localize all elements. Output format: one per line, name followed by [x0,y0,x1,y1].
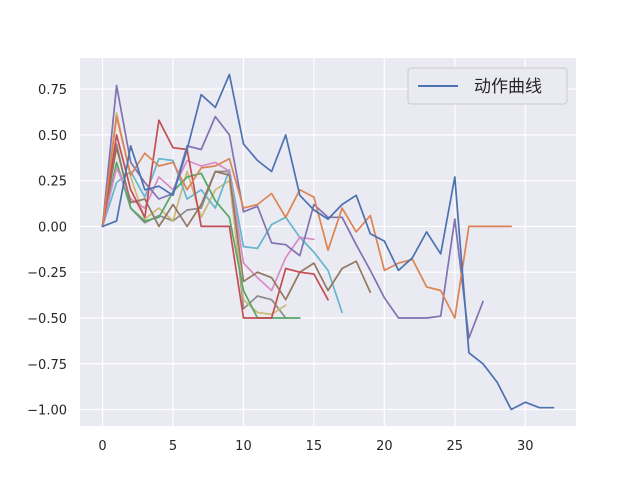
plot-background [80,58,576,426]
y-tick-label: −1.00 [27,404,67,419]
y-tick-label: 0.75 [38,83,67,98]
y-tick-label: −0.75 [27,358,67,373]
y-tick-label: 0.50 [38,129,67,144]
legend: 动作曲线 [407,67,568,105]
x-axis-ticks: 0 5 10 15 20 25 30 [98,439,533,454]
x-tick-label: 25 [447,439,464,454]
series-line-0 [101,73,555,411]
legend-box [407,67,568,105]
series-line-1 [101,115,513,319]
series-line-2 [101,84,484,339]
y-tick-label: 0.25 [38,175,67,190]
y-tick-label: −0.50 [27,312,67,327]
series-line-7 [101,157,343,314]
x-tick-label: 30 [517,439,534,454]
x-tick-label: 15 [306,439,323,454]
legend-label: 动作曲线 [474,77,542,97]
series-line-3 [101,119,329,319]
y-tick-label: 0.00 [38,220,67,235]
series-layer [101,73,555,411]
y-tick-label: −0.25 [27,266,67,281]
y-axis-ticks: 0.75 0.50 0.25 0.00 −0.25 −0.50 −0.75 −1.00 [27,83,67,418]
x-tick-label: 20 [376,439,393,454]
x-tick-label: 5 [169,439,177,454]
x-tick-label: 0 [98,439,106,454]
x-tick-label: 10 [235,439,252,454]
